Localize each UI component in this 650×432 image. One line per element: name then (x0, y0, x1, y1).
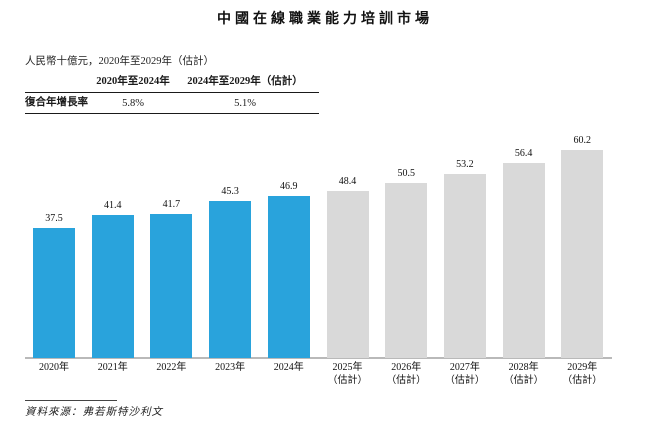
x-axis-label: 2029年 （估計） (562, 362, 603, 386)
bar-value-label: 41.4 (103, 200, 122, 211)
cagr-value-2020-2024: 5.8% (122, 98, 144, 109)
bar-value-label: 45.3 (221, 186, 239, 197)
bar-value-label: 46.9 (280, 181, 298, 192)
page-title: 中國在線職業能力培訓市場 (217, 12, 433, 27)
cagr-row-label: 復合年增長率 (25, 97, 88, 108)
x-axis-label: 2022年 (156, 362, 187, 373)
source-note: 資料來源：弗若斯特沙利文 (25, 407, 163, 418)
bar-value-label: 48.4 (338, 176, 357, 187)
cagr-header-2024-2029: 2024年至2029年（估計） (187, 76, 303, 87)
x-axis-label: 2024年 (273, 362, 304, 373)
x-axis-label: 2028年 （估計） (503, 362, 544, 386)
bar-value-label: 37.5 (45, 213, 63, 224)
bar-value-label: 41.7 (162, 199, 181, 210)
bar-estimate (385, 183, 428, 358)
x-axis-line (25, 357, 612, 359)
cagr-table-data-row: 復合年增長率 5.8% 5.1% (25, 93, 319, 114)
bar-value-label: 50.5 (397, 168, 415, 179)
x-axis-label: 2025年 （估計） (327, 362, 368, 386)
x-axis-label: 2023年 (215, 362, 246, 373)
bar-value-label: 60.2 (573, 135, 592, 146)
bar-value-label: 53.2 (456, 159, 474, 170)
cagr-table: 2020年至2024年 2024年至2029年（估計） 復合年增長率 5.8% … (25, 70, 319, 114)
bar-estimate (443, 174, 486, 358)
bar-actual (150, 214, 193, 358)
x-axis-label: 2026年 （估計） (386, 362, 427, 386)
x-axis-label: 2021年 (97, 362, 128, 373)
bar-actual (91, 215, 134, 358)
bar-estimate (326, 191, 369, 358)
bar-actual (33, 228, 75, 358)
x-axis-label: 2020年 (39, 362, 69, 373)
x-axis-label: 2027年 （估計） (444, 362, 485, 386)
bar-value-label: 56.4 (514, 148, 533, 159)
cagr-header-2020-2024: 2020年至2024年 (96, 76, 170, 87)
bar-actual (209, 201, 252, 358)
bar-estimate (502, 163, 545, 358)
bar-estimate (561, 150, 604, 358)
cagr-table-header-row: 2020年至2024年 2024年至2029年（估計） (25, 70, 319, 93)
cagr-value-2024-2029: 5.1% (234, 98, 256, 109)
source-divider-line (25, 400, 117, 401)
bar-actual (267, 196, 310, 358)
chart-subtitle: 人民幣十億元，2020年至2029年（估計） (25, 56, 214, 67)
